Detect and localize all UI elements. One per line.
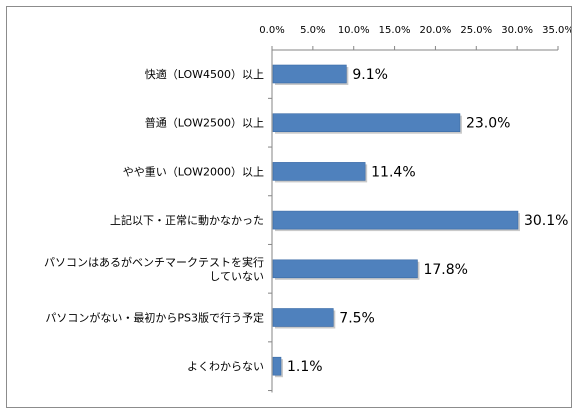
data-label-bg bbox=[421, 259, 469, 278]
category-label: 快適（LOW4500）以上 bbox=[145, 67, 264, 81]
category-label: 上記以下・正常に動かなかった bbox=[110, 213, 264, 227]
data-label-bg bbox=[337, 308, 376, 327]
x-tick-label: 10.0% bbox=[338, 25, 370, 36]
x-tick-label: 25.0% bbox=[460, 25, 492, 36]
chart-frame: 0.0% 5.0% 10.0% 15.0% 20.0% 25.0% 30.0% 35.0% 快… bbox=[6, 6, 572, 408]
x-tick-label: 15.0% bbox=[379, 25, 411, 36]
data-label-bg bbox=[369, 162, 417, 181]
bar bbox=[272, 356, 282, 376]
category-label: パソコンがない・最初からPS3版で行う予定 bbox=[45, 311, 264, 325]
bar bbox=[272, 210, 519, 230]
bar bbox=[272, 113, 461, 132]
bar bbox=[272, 259, 418, 279]
x-tick-label: 0.0% bbox=[259, 25, 284, 36]
axis-layer bbox=[268, 49, 558, 393]
data-label: 17.8% bbox=[423, 262, 467, 278]
data-label-bg bbox=[350, 65, 389, 83]
category-label: よくわからない bbox=[187, 360, 264, 373]
data-label: 11.4% bbox=[371, 164, 415, 180]
data-label-bg bbox=[521, 211, 569, 230]
category-label: やや重い（LOW2000）以上 bbox=[123, 164, 264, 178]
x-tick-labels: 0.0% 5.0% 10.0% 15.0% 20.0% 25.0% 30.0% 35.0% bbox=[259, 25, 571, 50]
category-label: 普通（LOW2500）以上 bbox=[145, 116, 264, 130]
x-tick-label: 20.0% bbox=[420, 25, 452, 36]
data-label: 9.1% bbox=[352, 67, 388, 83]
x-tick-label: 5.0% bbox=[300, 25, 325, 36]
bars bbox=[272, 64, 520, 378]
data-label-bg bbox=[463, 113, 511, 132]
bar bbox=[272, 162, 366, 181]
category-label: パソコンはあるがベンチマークテストを実行していない bbox=[44, 255, 264, 283]
bar-chart: 0.0% 5.0% 10.0% 15.0% 20.0% 25.0% 30.0% 35.0% 快… bbox=[44, 25, 571, 393]
category-labels: 快適（LOW4500）以上普通（LOW2500）以上やや重い（LOW2000）以… bbox=[44, 67, 264, 373]
data-label: 1.1% bbox=[287, 359, 323, 375]
data-label: 30.1% bbox=[524, 213, 568, 229]
bar bbox=[272, 64, 347, 84]
data-labels: 9.1% 23.0% 11.4% 30.1% 17.8% 7.5% 1.1% bbox=[284, 65, 569, 376]
data-label-bg bbox=[284, 357, 324, 376]
data-label: 7.5% bbox=[339, 311, 375, 327]
x-tick-label: 35.0% bbox=[542, 25, 571, 36]
x-tick-label: 30.0% bbox=[501, 25, 533, 36]
bar bbox=[272, 308, 334, 327]
data-label: 23.0% bbox=[466, 116, 510, 132]
